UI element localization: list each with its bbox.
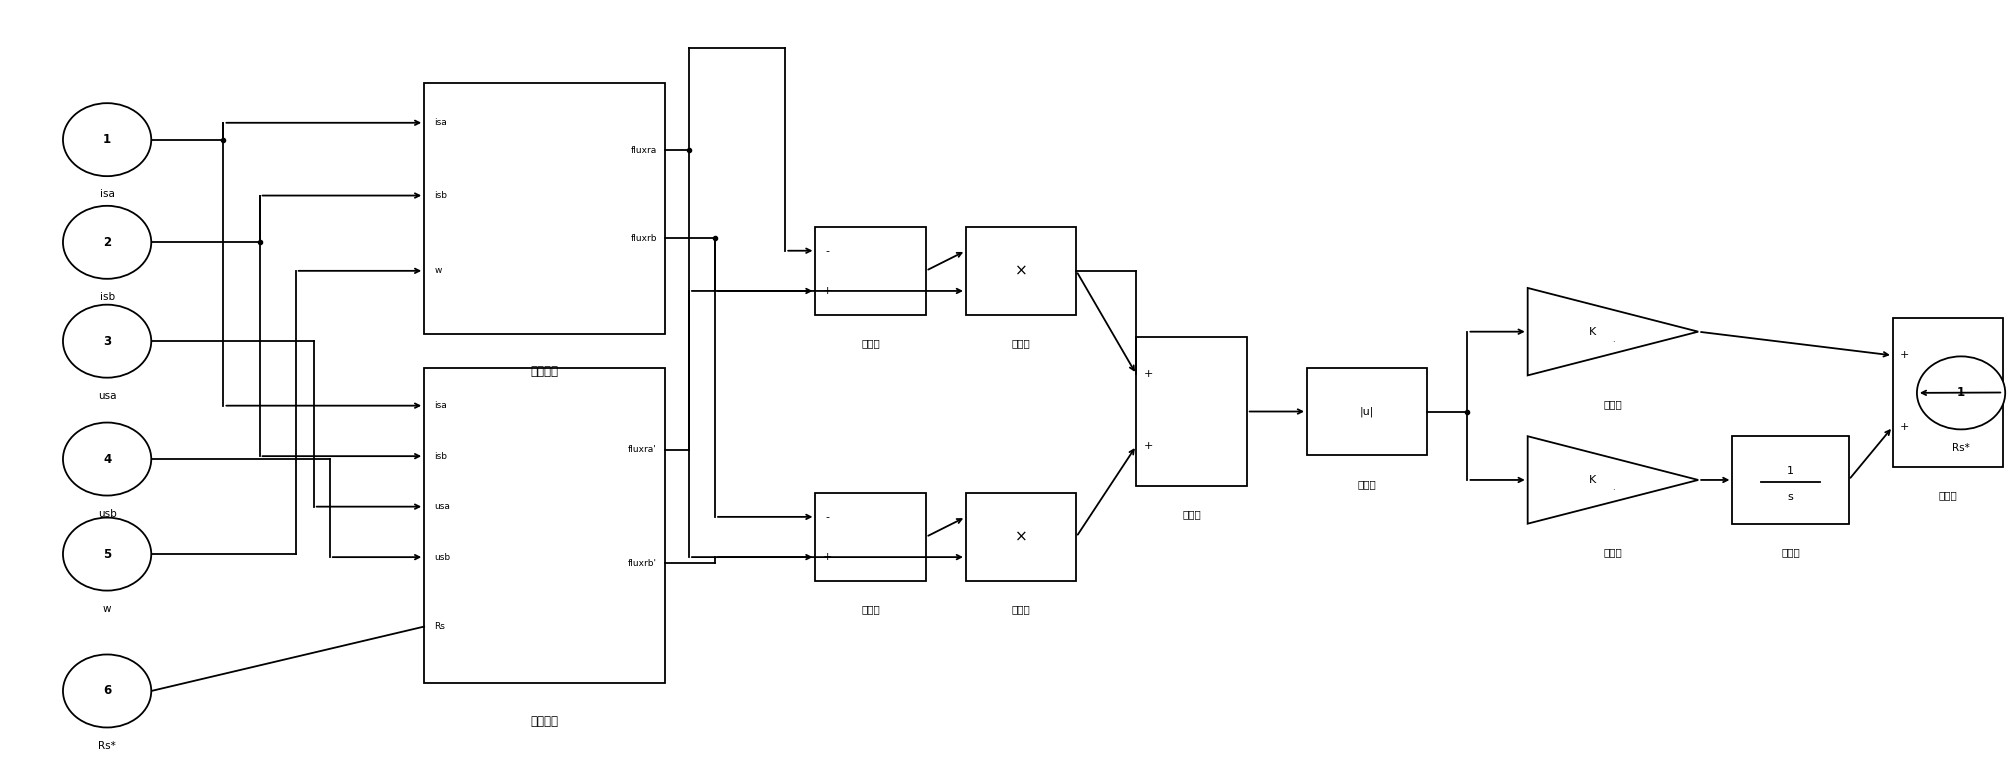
Text: w: w	[435, 267, 441, 275]
Text: 1: 1	[1958, 386, 1966, 399]
Text: 电流模型: 电流模型	[531, 365, 559, 378]
Text: isb: isb	[435, 191, 447, 200]
Bar	[1893, 319, 2004, 466]
Text: 取正值: 取正值	[1358, 480, 1376, 489]
Text: +: +	[823, 286, 833, 296]
Text: usb: usb	[435, 552, 451, 561]
Text: 5: 5	[103, 548, 111, 561]
Text: 2: 2	[103, 236, 111, 249]
Text: 减法器: 减法器	[861, 604, 879, 614]
Ellipse shape	[62, 206, 151, 279]
Text: isb: isb	[99, 292, 115, 302]
Text: +: +	[1899, 350, 1909, 361]
Text: 3: 3	[103, 335, 111, 348]
Bar	[1137, 337, 1247, 486]
Text: K: K	[1589, 326, 1596, 337]
Text: fluxrb: fluxrb	[630, 234, 656, 243]
Text: ·: ·	[1612, 486, 1614, 495]
Bar	[966, 493, 1076, 581]
Ellipse shape	[62, 518, 151, 591]
Ellipse shape	[62, 423, 151, 496]
Text: 积分器: 积分器	[1781, 548, 1801, 558]
Text: isa: isa	[435, 401, 447, 410]
Text: 电压模型: 电压模型	[531, 715, 559, 728]
Text: usa: usa	[435, 502, 451, 511]
Text: usb: usb	[99, 509, 117, 519]
Text: isa: isa	[435, 118, 447, 127]
Bar	[425, 83, 664, 333]
Text: +: +	[1899, 421, 1909, 431]
Text: +: +	[1143, 440, 1153, 450]
Text: usa: usa	[99, 391, 117, 401]
Polygon shape	[1527, 288, 1698, 375]
Text: 比例器: 比例器	[1604, 399, 1622, 409]
Text: |u|: |u|	[1360, 406, 1374, 417]
Bar	[966, 227, 1076, 315]
Polygon shape	[1527, 436, 1698, 524]
Text: 1: 1	[103, 133, 111, 146]
Bar	[1732, 436, 1849, 524]
Text: ×: ×	[1014, 529, 1028, 545]
Text: 加法器: 加法器	[1183, 509, 1201, 519]
Text: 加法器: 加法器	[1940, 490, 1958, 500]
Text: isa: isa	[101, 189, 115, 199]
Ellipse shape	[62, 305, 151, 378]
Text: ·: ·	[1612, 338, 1614, 347]
Text: 减法器: 减法器	[861, 339, 879, 349]
Bar	[1308, 368, 1427, 455]
Text: -: -	[825, 246, 829, 256]
Text: 乘法器: 乘法器	[1012, 604, 1030, 614]
Ellipse shape	[1917, 356, 2006, 430]
Ellipse shape	[62, 103, 151, 176]
Text: +: +	[1143, 369, 1153, 379]
Text: 比例器: 比例器	[1604, 548, 1622, 558]
Text: fluxra: fluxra	[630, 146, 656, 155]
Bar	[815, 493, 926, 581]
Text: K: K	[1589, 475, 1596, 485]
Text: 1: 1	[1787, 466, 1795, 476]
Text: Rs*: Rs*	[99, 741, 117, 751]
Text: ×: ×	[1014, 264, 1028, 278]
Text: w: w	[103, 604, 111, 614]
Text: +: +	[823, 552, 833, 562]
Text: Rs: Rs	[435, 622, 445, 631]
Text: 4: 4	[103, 453, 111, 466]
Text: fluxra': fluxra'	[628, 445, 656, 454]
Text: 乘法器: 乘法器	[1012, 339, 1030, 349]
Text: -: -	[825, 512, 829, 522]
Text: isb: isb	[435, 452, 447, 460]
Text: s: s	[1787, 493, 1793, 502]
Text: fluxrb': fluxrb'	[628, 559, 656, 568]
Bar	[815, 227, 926, 315]
Text: 6: 6	[103, 685, 111, 698]
Text: Rs*: Rs*	[1952, 443, 1970, 453]
Ellipse shape	[62, 654, 151, 728]
Bar	[425, 368, 664, 683]
